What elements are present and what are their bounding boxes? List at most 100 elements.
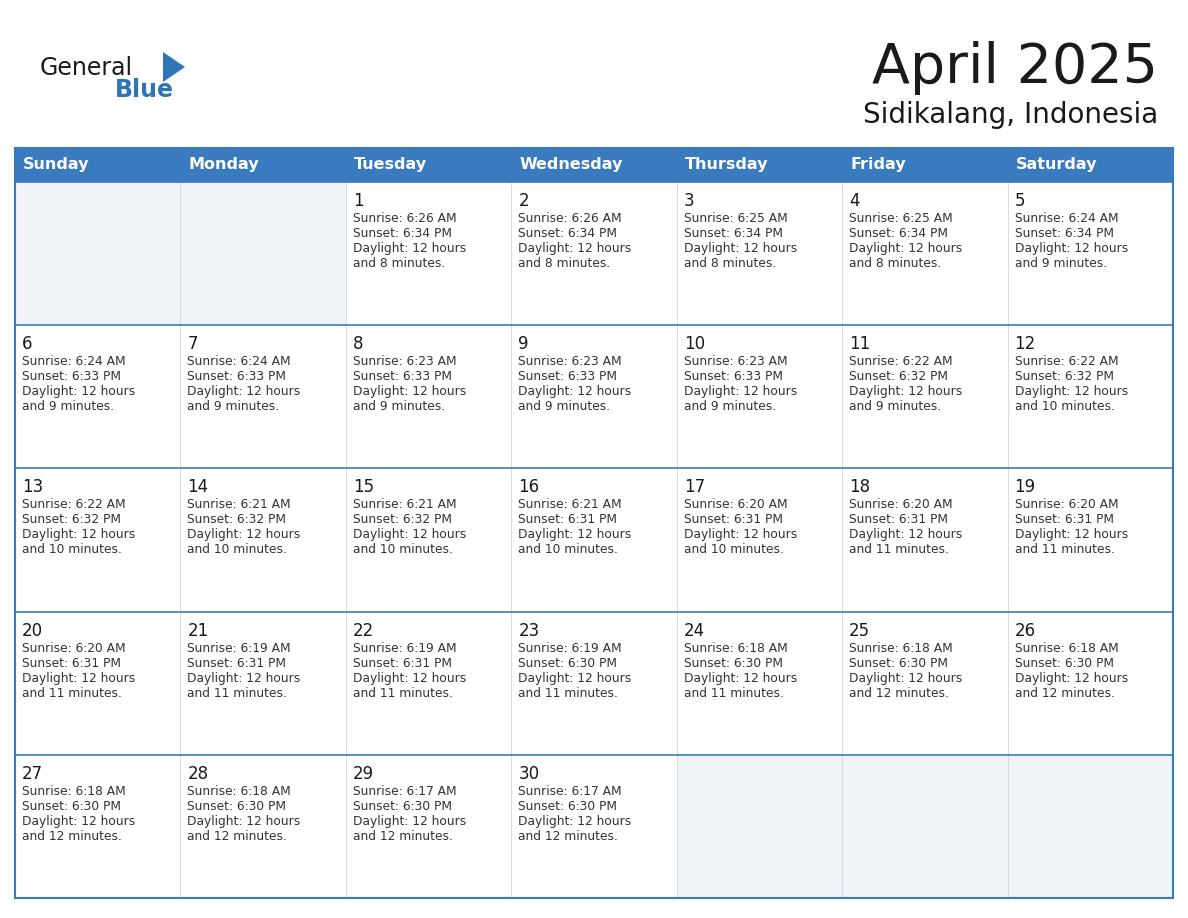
Text: 23: 23 xyxy=(518,621,539,640)
Bar xyxy=(842,611,1007,755)
Text: and 10 minutes.: and 10 minutes. xyxy=(684,543,784,556)
Text: Sunrise: 6:20 AM: Sunrise: 6:20 AM xyxy=(684,498,788,511)
Bar xyxy=(677,611,842,755)
Text: and 12 minutes.: and 12 minutes. xyxy=(849,687,949,700)
Text: Sunrise: 6:26 AM: Sunrise: 6:26 AM xyxy=(353,212,456,225)
Bar xyxy=(842,325,1007,468)
Text: Daylight: 12 hours: Daylight: 12 hours xyxy=(1015,386,1127,398)
Text: Sunset: 6:34 PM: Sunset: 6:34 PM xyxy=(1015,227,1113,240)
Text: 14: 14 xyxy=(188,478,209,497)
Text: Daylight: 12 hours: Daylight: 12 hours xyxy=(353,529,466,542)
Text: 25: 25 xyxy=(849,621,871,640)
Bar xyxy=(346,148,511,182)
Bar xyxy=(1007,611,1173,755)
Text: Daylight: 12 hours: Daylight: 12 hours xyxy=(23,386,135,398)
Bar xyxy=(181,325,346,468)
Text: Daylight: 12 hours: Daylight: 12 hours xyxy=(518,529,632,542)
Bar xyxy=(181,755,346,898)
Text: and 12 minutes.: and 12 minutes. xyxy=(353,830,453,843)
Text: Sunrise: 6:24 AM: Sunrise: 6:24 AM xyxy=(188,355,291,368)
Text: Daylight: 12 hours: Daylight: 12 hours xyxy=(1015,242,1127,255)
Text: and 12 minutes.: and 12 minutes. xyxy=(188,830,287,843)
Text: 9: 9 xyxy=(518,335,529,353)
Text: Wednesday: Wednesday xyxy=(519,158,623,173)
Bar xyxy=(15,468,181,611)
Text: Sunset: 6:30 PM: Sunset: 6:30 PM xyxy=(684,656,783,669)
Text: Sunrise: 6:23 AM: Sunrise: 6:23 AM xyxy=(684,355,788,368)
Bar xyxy=(677,468,842,611)
Bar xyxy=(842,755,1007,898)
Text: April 2025: April 2025 xyxy=(872,41,1158,95)
Text: and 9 minutes.: and 9 minutes. xyxy=(353,400,446,413)
Text: Sunrise: 6:24 AM: Sunrise: 6:24 AM xyxy=(1015,212,1118,225)
Text: Daylight: 12 hours: Daylight: 12 hours xyxy=(23,672,135,685)
Text: 18: 18 xyxy=(849,478,871,497)
Text: 17: 17 xyxy=(684,478,704,497)
Text: 20: 20 xyxy=(23,621,43,640)
Text: and 9 minutes.: and 9 minutes. xyxy=(23,400,114,413)
Text: Daylight: 12 hours: Daylight: 12 hours xyxy=(684,672,797,685)
Text: Sidikalang, Indonesia: Sidikalang, Indonesia xyxy=(862,101,1158,129)
Text: 2: 2 xyxy=(518,192,529,210)
Text: Sunrise: 6:18 AM: Sunrise: 6:18 AM xyxy=(1015,642,1118,655)
Text: and 11 minutes.: and 11 minutes. xyxy=(849,543,949,556)
Text: Thursday: Thursday xyxy=(684,158,769,173)
Bar xyxy=(677,148,842,182)
Text: Sunrise: 6:25 AM: Sunrise: 6:25 AM xyxy=(684,212,788,225)
Text: Sunrise: 6:20 AM: Sunrise: 6:20 AM xyxy=(849,498,953,511)
Bar xyxy=(511,611,677,755)
Text: Sunset: 6:33 PM: Sunset: 6:33 PM xyxy=(188,370,286,383)
Text: 15: 15 xyxy=(353,478,374,497)
Text: Sunrise: 6:22 AM: Sunrise: 6:22 AM xyxy=(23,498,126,511)
Text: 3: 3 xyxy=(684,192,694,210)
Text: Sunset: 6:34 PM: Sunset: 6:34 PM xyxy=(518,227,618,240)
Text: Tuesday: Tuesday xyxy=(354,158,426,173)
Bar xyxy=(1007,325,1173,468)
Text: and 9 minutes.: and 9 minutes. xyxy=(1015,257,1107,270)
Text: Sunrise: 6:20 AM: Sunrise: 6:20 AM xyxy=(23,642,126,655)
Bar xyxy=(511,182,677,325)
Text: and 10 minutes.: and 10 minutes. xyxy=(23,543,122,556)
Text: Daylight: 12 hours: Daylight: 12 hours xyxy=(353,242,466,255)
Text: Daylight: 12 hours: Daylight: 12 hours xyxy=(518,815,632,828)
Bar xyxy=(15,755,181,898)
Text: and 11 minutes.: and 11 minutes. xyxy=(23,687,122,700)
Text: Daylight: 12 hours: Daylight: 12 hours xyxy=(518,386,632,398)
Text: 8: 8 xyxy=(353,335,364,353)
Text: Sunrise: 6:21 AM: Sunrise: 6:21 AM xyxy=(353,498,456,511)
Bar xyxy=(181,468,346,611)
Text: Sunset: 6:33 PM: Sunset: 6:33 PM xyxy=(23,370,121,383)
Text: Sunset: 6:31 PM: Sunset: 6:31 PM xyxy=(188,656,286,669)
Text: Sunset: 6:31 PM: Sunset: 6:31 PM xyxy=(23,656,121,669)
Bar xyxy=(677,755,842,898)
Text: 19: 19 xyxy=(1015,478,1036,497)
Text: and 11 minutes.: and 11 minutes. xyxy=(684,687,784,700)
Text: and 10 minutes.: and 10 minutes. xyxy=(518,543,618,556)
Text: 5: 5 xyxy=(1015,192,1025,210)
Text: Sunset: 6:31 PM: Sunset: 6:31 PM xyxy=(353,656,451,669)
Text: Daylight: 12 hours: Daylight: 12 hours xyxy=(849,672,962,685)
Text: 29: 29 xyxy=(353,765,374,783)
Text: Sunrise: 6:23 AM: Sunrise: 6:23 AM xyxy=(518,355,621,368)
Bar xyxy=(511,325,677,468)
Polygon shape xyxy=(163,52,185,82)
Text: Sunset: 6:32 PM: Sunset: 6:32 PM xyxy=(353,513,451,526)
Text: Sunrise: 6:26 AM: Sunrise: 6:26 AM xyxy=(518,212,621,225)
Text: Sunrise: 6:18 AM: Sunrise: 6:18 AM xyxy=(23,785,126,798)
Text: and 11 minutes.: and 11 minutes. xyxy=(1015,543,1114,556)
Text: 16: 16 xyxy=(518,478,539,497)
Bar xyxy=(1007,148,1173,182)
Text: Daylight: 12 hours: Daylight: 12 hours xyxy=(188,386,301,398)
Text: and 12 minutes.: and 12 minutes. xyxy=(518,830,618,843)
Text: Daylight: 12 hours: Daylight: 12 hours xyxy=(849,386,962,398)
Text: Friday: Friday xyxy=(851,158,905,173)
Bar xyxy=(181,611,346,755)
Text: Sunset: 6:30 PM: Sunset: 6:30 PM xyxy=(518,656,618,669)
Text: Sunrise: 6:18 AM: Sunrise: 6:18 AM xyxy=(849,642,953,655)
Text: Daylight: 12 hours: Daylight: 12 hours xyxy=(849,242,962,255)
Bar xyxy=(511,468,677,611)
Text: and 8 minutes.: and 8 minutes. xyxy=(684,257,776,270)
Bar xyxy=(842,468,1007,611)
Text: 22: 22 xyxy=(353,621,374,640)
Bar xyxy=(15,148,1173,898)
